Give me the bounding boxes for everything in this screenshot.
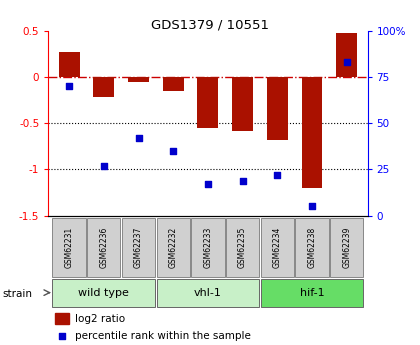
Bar	[52, 218, 86, 277]
Bar	[163, 77, 184, 91]
Bar	[226, 218, 259, 277]
Bar	[197, 77, 218, 128]
Point	[66, 84, 73, 89]
Bar	[87, 218, 121, 277]
Bar	[261, 279, 363, 307]
Bar	[267, 77, 288, 140]
Bar	[157, 218, 190, 277]
Point	[329, 259, 336, 264]
Text: GSM62238: GSM62238	[307, 227, 317, 268]
Bar	[232, 77, 253, 131]
Text: hif-1: hif-1	[300, 288, 324, 298]
Text: GDS1379 / 10551: GDS1379 / 10551	[151, 19, 269, 32]
Point	[205, 181, 211, 187]
Bar	[52, 279, 155, 307]
Bar	[330, 218, 363, 277]
Text: GSM62232: GSM62232	[169, 227, 178, 268]
Bar	[261, 218, 294, 277]
Bar	[93, 77, 114, 98]
Text: log2 ratio: log2 ratio	[76, 314, 126, 324]
Text: vhl-1: vhl-1	[194, 288, 222, 298]
Bar	[122, 218, 155, 277]
Point	[274, 172, 281, 178]
Text: GSM62231: GSM62231	[65, 227, 73, 268]
Point	[100, 163, 107, 169]
Bar	[55, 313, 69, 324]
Point	[135, 135, 142, 141]
Text: GSM62234: GSM62234	[273, 227, 282, 268]
Text: GSM62239: GSM62239	[342, 227, 351, 268]
Point	[309, 204, 315, 209]
Text: strain: strain	[2, 289, 32, 299]
Bar	[157, 279, 259, 307]
Bar	[128, 77, 149, 82]
Point	[239, 178, 246, 183]
Text: percentile rank within the sample: percentile rank within the sample	[76, 331, 251, 341]
Bar	[295, 218, 328, 277]
Bar	[191, 218, 225, 277]
Point	[170, 148, 176, 154]
Point	[343, 60, 350, 65]
Bar	[302, 77, 323, 188]
Text: GSM62236: GSM62236	[99, 227, 108, 268]
Text: GSM62235: GSM62235	[238, 227, 247, 268]
Bar	[59, 52, 79, 77]
Text: GSM62233: GSM62233	[203, 227, 213, 268]
Text: GSM62237: GSM62237	[134, 227, 143, 268]
Text: wild type: wild type	[79, 288, 129, 298]
Bar	[336, 33, 357, 77]
